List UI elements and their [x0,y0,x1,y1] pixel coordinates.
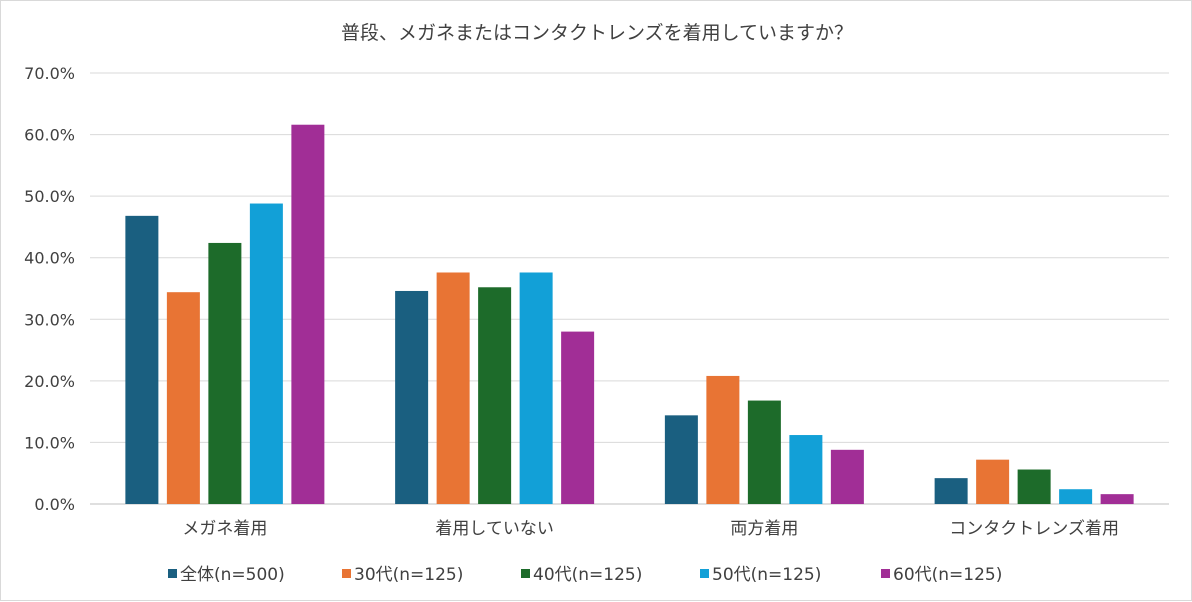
x-category-label: 両方着用 [730,519,798,539]
bar [1100,494,1134,504]
y-tick-label: 40.0% [24,249,75,268]
bar [1059,489,1093,504]
y-tick-label: 50.0% [24,187,75,206]
bar [976,459,1010,504]
bar [249,203,283,504]
legend-swatch [168,569,177,578]
bar [561,331,595,504]
y-tick-label: 30.0% [24,310,75,329]
legend-label: 60代(n=125) [893,565,1002,585]
legend-label: 全体(n=500) [180,565,285,585]
legend-swatch [700,569,709,578]
bar [1017,469,1051,504]
y-axis-ticks: 0.0% 10.0% 20.0% 30.0% 40.0% 50.0% 60.0% 70.0% [24,64,75,514]
bar [125,215,159,505]
legend-label: 30代(n=125) [354,565,463,585]
x-axis-categories: メガネ着用 着用していない 両方着用 コンタクトレンズ着用 [182,519,1119,539]
y-tick-label: 60.0% [24,126,75,145]
bar [436,272,470,504]
bars [125,124,1134,505]
bar [747,400,781,504]
bar [830,449,864,504]
legend-swatch [342,569,351,578]
legend-label: 50代(n=125) [712,565,821,585]
y-tick-label: 20.0% [24,372,75,391]
legend-swatch [521,569,530,578]
y-tick-label: 70.0% [24,64,75,83]
legend-swatch [881,569,890,578]
x-category-label: メガネ着用 [182,519,267,539]
bar [664,415,698,504]
bar [706,375,740,504]
y-tick-label: 0.0% [34,495,75,514]
bar [395,290,429,504]
bar [519,272,553,504]
x-category-label: コンタクトレンズ着用 [949,519,1119,539]
y-tick-label: 10.0% [24,433,75,452]
x-category-label: 着用していない [435,519,554,539]
legend: 全体(n=500) 30代(n=125) 40代(n=125) 50代(n=125) 6… [168,565,1002,585]
chart-title: 普段、メガネまたはコンタクトレンズを着用していますか？ [341,22,853,44]
bar [166,292,200,504]
bar [208,242,242,505]
bar [291,124,325,504]
bar [934,478,968,504]
bar [478,287,512,504]
bar [789,435,823,504]
legend-label: 40代(n=125) [533,565,642,585]
